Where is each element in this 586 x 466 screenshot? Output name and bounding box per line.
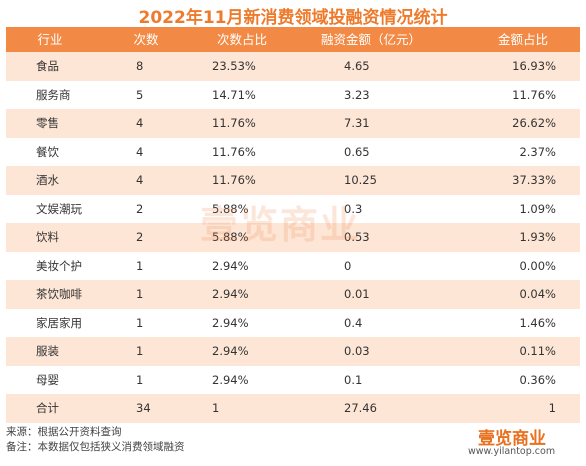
table-cell: 0.03 [344,344,370,358]
table-cell: 37.33% [512,173,556,187]
table-row: 家居家用 1 2.94% 0.4 1.46% [6,309,580,338]
table-cell: 4 [136,116,144,130]
table-cell: 16.93% [512,59,556,73]
table-row: 服务商 5 14.71% 3.23 11.76% [6,81,580,110]
table-cell: 服装 [36,344,59,358]
watermark: 壹览商业 [200,203,361,247]
table-cell: 母婴 [36,372,59,387]
table-cell: 餐饮 [36,144,59,159]
table: 行业 次数 次数占比 融资金额（亿元） 金额占比食品 8 23.53% 4.65 16.93% 服… [6,27,580,423]
table-cell: 34 [136,401,151,415]
table-cell: 10.25 [344,173,377,187]
table-cell: 0.65 [344,144,370,159]
header-cell: 行业 [37,32,63,47]
table-cell: 零售 [36,116,59,130]
table-row: 食品 8 23.53% 4.65 16.93% [6,52,580,81]
table-row: 零售 4 11.76% 7.31 26.62% [6,109,580,138]
table-cell: 1 [548,401,556,415]
table-cell: 1 [136,372,144,387]
table-cell: 11.76% [212,144,256,159]
table-cell: 7.31 [344,116,370,130]
table-cell: 0 [344,258,352,273]
table-cell: 0.01 [344,287,370,301]
table-row: 酒水 4 11.76% 10.25 37.33% [6,166,580,195]
table-row: 合计 34 1 27.46 1 [6,394,580,423]
table-cell: 0.1 [344,372,363,387]
table-cell: 5.88% [212,201,249,216]
table-cell: 4 [136,144,144,159]
table-row: 饮料 2 5.88% 0.53 1.93% [6,223,580,252]
table-cell: 5.88% [212,230,249,244]
table-cell: 酒水 [36,173,59,187]
table-row: 母婴 1 2.94% 0.1 0.36% [6,366,580,395]
table-cell: 0.36% [519,372,556,387]
table-cell: 服务商 [36,87,71,102]
source-note: 来源：根据公开资料查询 [6,426,122,438]
table-cell: 2.94% [212,344,249,358]
table-cell: 茶饮咖啡 [36,287,82,301]
table-row: 美妆个护 1 2.94% 0 0.00% [6,252,580,281]
table-cell: 3.23 [344,87,370,102]
table-cell: 2.37% [519,144,556,159]
table-cell: 8 [136,59,144,73]
table-cell: 1.09% [519,201,556,216]
header-cell: 次数占比 [216,32,267,47]
table-cell: 23.53% [212,59,256,73]
table-cell: 食品 [36,59,59,73]
logo: 壹览商业 [478,429,546,449]
table-cell: 1 [212,401,220,415]
table-cell: 26.62% [512,116,556,130]
table-cell: 合计 [36,401,59,415]
table-cell: 27.46 [344,401,377,415]
table-cell: 14.71% [212,87,256,102]
logo-url: www.yilantop.com [468,446,556,457]
table-cell: 1 [136,287,144,301]
table-cell: 11.76% [212,173,256,187]
table-cell: 0.53 [344,230,370,244]
table-cell: 1 [136,315,144,330]
table-cell: 家居家用 [36,315,82,330]
table-cell: 2 [136,201,144,216]
table-cell: 1.46% [519,315,556,330]
table-cell: 0.3 [344,201,363,216]
title: 2022年11月新消费领域投融资情况统计 [138,8,448,28]
remark-note: 备注：本数据仅包括狭义消费领域融资 [6,441,185,453]
table-cell: 1 [136,258,144,273]
table-cell: 2.94% [212,258,249,273]
table-row: 餐饮 4 11.76% 0.65 2.37% [6,138,580,167]
table-cell: 0.11% [519,344,556,358]
table-cell: 文娱潮玩 [36,201,82,216]
table-row: 茶饮咖啡 1 2.94% 0.01 0.04% [6,280,580,309]
table-cell: 11.76% [212,116,256,130]
header-cell: 次数 [133,32,159,47]
table-cell: 0.04% [519,287,556,301]
table-cell: 饮料 [36,230,59,244]
header-cell: 融资金额（亿元） [320,32,421,47]
table-cell: 2.94% [212,372,249,387]
table-cell: 0.4 [344,315,363,330]
table-cell: 11.76% [512,87,556,102]
table-cell: 4.65 [344,59,370,73]
table-row: 文娱潮玩 2 5.88% 0.3 1.09% [6,195,580,224]
table-cell: 4 [136,173,144,187]
table-cell: 2 [136,230,144,244]
header-cell: 金额占比 [497,32,548,47]
table-cell: 5 [136,87,144,102]
table-cell: 美妆个护 [36,258,82,273]
table-cell: 2.94% [212,287,249,301]
table-cell: 2.94% [212,315,249,330]
table-cell: 1 [136,344,144,358]
header-row: 行业 次数 次数占比 融资金额（亿元） 金额占比 [6,27,580,52]
table-cell: 0.00% [519,258,556,273]
table-cell: 1.93% [519,230,556,244]
table-row: 服装 1 2.94% 0.03 0.11% [6,337,580,366]
